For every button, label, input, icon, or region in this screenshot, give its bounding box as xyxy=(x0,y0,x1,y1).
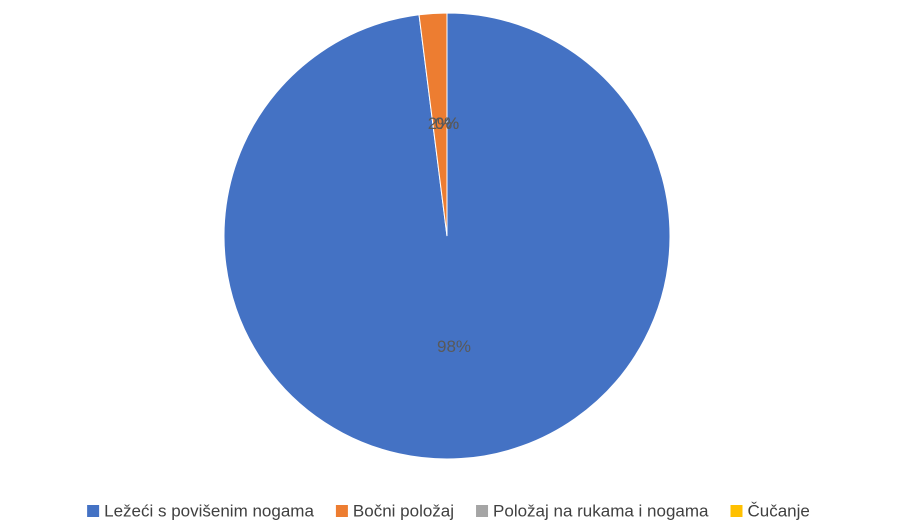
legend-label: Položaj na rukama i nogama xyxy=(493,501,709,520)
data-label: 98% xyxy=(437,337,471,356)
legend-item: Čučanje xyxy=(730,501,810,520)
legend-swatch xyxy=(87,505,100,517)
legend-label: Bočni položaj xyxy=(353,501,454,520)
data-label: 2% xyxy=(428,114,453,133)
data-label: 0% xyxy=(435,114,460,133)
legend-swatch xyxy=(730,505,743,517)
data-labels: 98%2%0%0% xyxy=(428,114,471,356)
legend-swatch xyxy=(476,505,489,517)
legend-label: Čučanje xyxy=(748,501,810,520)
legend-swatch xyxy=(335,505,348,517)
legend-item: Bočni položaj xyxy=(335,501,454,520)
legend-item: Ležeći s povišenim nogama xyxy=(87,501,314,520)
legend: Ležeći s povišenim nogama Bočni položaj Po… xyxy=(87,501,810,520)
data-label: 0% xyxy=(435,114,460,133)
pie xyxy=(223,12,671,460)
pie-slice xyxy=(418,12,448,237)
legend-item: Položaj na rukama i nogama xyxy=(476,501,709,520)
legend-label: Ležeći s povišenim nogama xyxy=(104,501,314,520)
